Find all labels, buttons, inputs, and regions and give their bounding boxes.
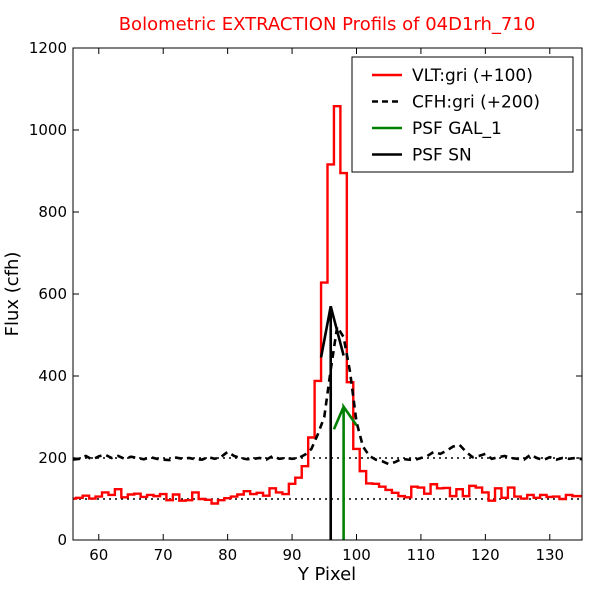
series-line-psf-sn (319, 305, 345, 540)
legend-label-psf-gal-1: PSF GAL_1 (412, 119, 502, 139)
x-tick-label: 110 (407, 546, 436, 564)
axes: 60 70 80 90 100 110 120 130 0 200 400 600 800 1000 120… (29, 39, 582, 564)
x-tick-label: 120 (471, 546, 500, 564)
x-tick-label: 90 (283, 546, 302, 564)
x-axis-label: Y Pixel (297, 564, 356, 585)
legend-label-cfh-gri-200: CFH:gri (+200) (412, 93, 540, 113)
legend-label-vlt-gri-100: VLT:gri (+100) (412, 66, 533, 86)
y-tick-label: 1200 (29, 39, 67, 57)
series-line-psf-gal-1 (332, 402, 358, 540)
plot-area (72, 105, 583, 540)
x-tick-label: 80 (218, 546, 237, 564)
y-tick-label: 200 (38, 449, 67, 467)
y-tick-label: 400 (38, 367, 67, 385)
x-tick-label: 130 (535, 546, 564, 564)
chart-title: Bolometric EXTRACTION Profils of 04D1rh_… (119, 14, 536, 35)
legend-label-psf-sn: PSF SN (412, 146, 472, 166)
legend: VLT:gri (+100) CFH:gri (+200) PSF GAL_1 PSF… (351, 56, 574, 173)
x-tick-label: 60 (89, 546, 108, 564)
series-line-cfh-gri-200 (72, 323, 583, 466)
y-tick-label: 0 (57, 531, 67, 549)
x-tick-label: 100 (342, 546, 371, 564)
x-tick-label: 70 (154, 546, 173, 564)
y-tick-label: 800 (38, 203, 67, 221)
y-tick-label: 600 (38, 285, 67, 303)
y-tick-label: 1000 (29, 121, 67, 139)
series-line-vlt-gri-100 (73, 105, 582, 505)
y-axis-label: Flux (cfh) (2, 252, 23, 337)
